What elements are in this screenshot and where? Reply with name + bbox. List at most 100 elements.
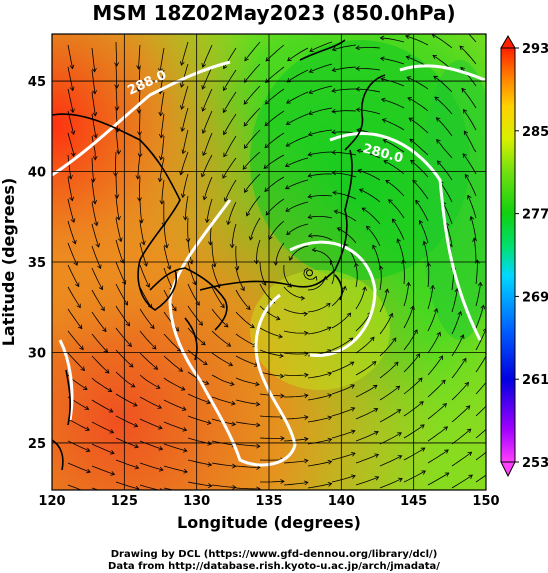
streamline-arrowhead xyxy=(415,199,420,205)
streamline-arrowhead xyxy=(405,34,410,40)
streamline-arrowhead xyxy=(92,111,98,117)
streamline-arrowhead xyxy=(68,174,73,180)
streamline-arrowhead xyxy=(152,344,157,350)
streamline xyxy=(67,176,73,201)
streamline-arrowhead xyxy=(85,447,91,453)
streamline-arrowhead xyxy=(255,381,260,387)
streamline-arrowhead xyxy=(418,219,424,225)
streamline xyxy=(160,113,165,138)
streamline xyxy=(259,349,284,357)
temperature-field xyxy=(52,34,486,490)
streamline-arrowhead xyxy=(362,286,367,291)
streamline-arrowhead xyxy=(250,323,255,329)
streamline xyxy=(331,361,354,373)
streamline xyxy=(309,63,333,73)
streamline-arrowhead xyxy=(245,211,251,217)
streamline-arrowhead xyxy=(442,403,447,408)
streamline xyxy=(139,440,163,450)
streamline xyxy=(408,117,429,134)
streamline-arrowhead xyxy=(243,144,249,149)
streamline xyxy=(332,44,357,51)
streamline-arrowhead xyxy=(307,233,313,238)
streamline-arrowhead xyxy=(179,170,184,176)
streamline xyxy=(427,332,441,354)
streamline-arrowhead xyxy=(477,281,483,287)
streamline-arrowhead xyxy=(464,173,470,179)
streamline-arrowhead xyxy=(303,311,309,317)
streamline xyxy=(201,154,213,177)
streamline-arrowhead xyxy=(202,360,208,366)
streamline-arrowhead xyxy=(350,384,355,389)
streamline xyxy=(331,475,356,483)
streamline-arrowhead xyxy=(155,384,161,389)
streamline-arrowhead xyxy=(207,441,212,446)
streamline xyxy=(259,371,284,377)
streamline xyxy=(286,135,309,147)
streamline xyxy=(355,286,366,310)
streamline-arrowhead xyxy=(264,143,270,149)
streamline-arrowhead xyxy=(70,218,76,224)
streamline xyxy=(67,330,84,350)
streamline xyxy=(235,421,260,426)
streamline-arrowhead xyxy=(137,197,142,202)
streamline-arrowhead xyxy=(265,78,270,83)
streamline xyxy=(475,355,486,373)
streamline-arrowhead xyxy=(201,85,206,90)
streamline-arrowhead xyxy=(420,447,426,452)
streamline-arrowhead xyxy=(157,177,163,183)
streamline xyxy=(211,286,225,308)
streamline xyxy=(286,91,309,104)
streamline-arrowhead xyxy=(264,121,270,127)
streamline xyxy=(427,285,434,310)
streamline xyxy=(403,424,425,439)
streamline xyxy=(187,393,211,404)
streamline-arrowhead xyxy=(207,241,213,246)
streamline xyxy=(427,379,446,398)
streamline xyxy=(407,97,429,112)
streamline xyxy=(307,303,331,313)
streamline xyxy=(379,385,400,401)
streamline-arrowhead xyxy=(327,459,333,465)
streamline-arrowhead xyxy=(373,408,379,413)
streamline xyxy=(235,443,260,447)
streamline-arrowhead xyxy=(201,340,206,346)
streamline xyxy=(211,242,216,267)
streamline-arrowhead xyxy=(379,35,385,41)
streamline-arrowhead xyxy=(308,68,314,73)
streamline xyxy=(67,462,91,473)
streamline-arrowhead xyxy=(468,474,473,479)
streamline xyxy=(427,308,438,332)
streamline xyxy=(91,289,105,311)
streamline xyxy=(331,286,346,307)
streamline xyxy=(412,180,429,200)
streamline-arrowhead xyxy=(333,209,339,215)
streamline-arrowhead xyxy=(243,100,249,105)
streamline xyxy=(397,238,405,263)
streamline xyxy=(427,262,430,288)
streamline-arrowhead xyxy=(85,426,90,431)
streamline-arrowhead xyxy=(70,130,76,136)
streamline-arrowhead xyxy=(136,87,142,92)
streamline xyxy=(187,305,203,326)
streamline xyxy=(256,239,261,264)
streamline-arrowhead xyxy=(244,56,249,62)
streamline xyxy=(161,179,165,204)
streamline xyxy=(139,396,162,409)
streamline xyxy=(67,88,74,113)
streamline-arrowhead xyxy=(307,151,313,157)
streamline-arrowhead xyxy=(179,105,185,110)
x-axis-title: Longitude (degrees) xyxy=(177,513,361,532)
streamline xyxy=(163,355,183,372)
streamline xyxy=(308,129,333,136)
streamline xyxy=(91,135,96,160)
streamline-arrowhead xyxy=(141,240,146,246)
streamline xyxy=(202,132,213,156)
streamline-arrowhead xyxy=(391,218,397,224)
streamline-arrowhead xyxy=(242,165,248,170)
streamline xyxy=(355,263,358,288)
streamline-arrowhead xyxy=(394,361,399,367)
streamline xyxy=(67,242,78,266)
streamline xyxy=(379,361,399,379)
streamline-arrowhead xyxy=(336,227,342,232)
streamline-arrowhead xyxy=(158,111,164,117)
